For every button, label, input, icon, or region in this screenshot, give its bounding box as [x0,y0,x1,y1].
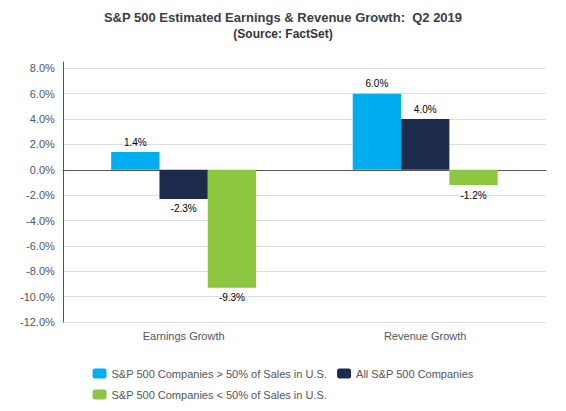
svg-text:-4.0%: -4.0% [26,215,55,227]
svg-text:-6.0%: -6.0% [26,240,55,252]
svg-text:S&P 500 Companies > 50% of Sal: S&P 500 Companies > 50% of Sales in U.S. [112,368,327,380]
svg-text:S&P 500 Companies < 50% of Sal: S&P 500 Companies < 50% of Sales in U.S. [112,389,327,401]
svg-text:Earnings Growth: Earnings Growth [143,330,225,342]
svg-text:-10.0%: -10.0% [20,291,55,303]
svg-text:0.0%: 0.0% [30,164,55,176]
svg-text:-12.0%: -12.0% [20,316,55,328]
svg-text:-9.3%: -9.3% [219,292,245,303]
svg-text:4.0%: 4.0% [414,104,437,115]
svg-text:-2.0%: -2.0% [26,189,55,201]
svg-text:8.0%: 8.0% [30,62,55,74]
svg-text:6.0%: 6.0% [30,88,55,100]
svg-text:-1.2%: -1.2% [460,190,486,201]
svg-text:4.0%: 4.0% [30,113,55,125]
svg-text:Revenue Growth: Revenue Growth [384,330,467,342]
svg-text:-8.0%: -8.0% [26,265,55,277]
svg-text:6.0%: 6.0% [366,78,389,89]
svg-text:2.0%: 2.0% [30,138,55,150]
svg-text:(Source: FactSet): (Source: FactSet) [233,27,332,41]
svg-text:All S&P 500 Companies: All S&P 500 Companies [356,368,474,380]
svg-text:1.4%: 1.4% [124,137,147,148]
svg-text:-2.3%: -2.3% [171,203,197,214]
svg-text:S&P 500 Estimated Earnings & R: S&P 500 Estimated Earnings & Revenue Gro… [104,10,462,25]
